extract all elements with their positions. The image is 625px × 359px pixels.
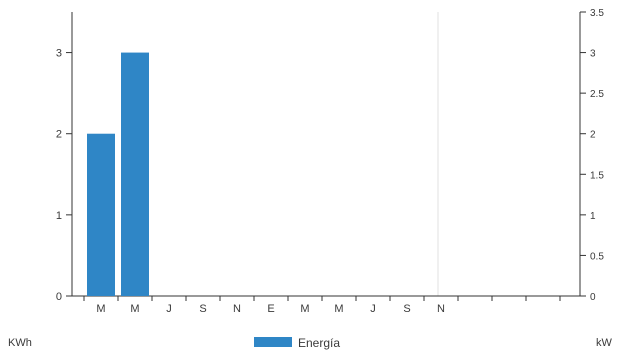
bars-layer <box>87 52 149 297</box>
x-tick-label: S <box>199 303 206 315</box>
legend-swatch <box>254 337 292 347</box>
right-axis-label: kW <box>596 337 613 349</box>
right-tick-label: 3.5 <box>590 8 604 19</box>
right-tick-label: 1.5 <box>590 170 604 181</box>
bar <box>87 133 115 296</box>
left-tick-label: 1 <box>56 210 62 222</box>
x-tick-label: E <box>267 303 274 315</box>
x-tick-label: M <box>300 303 309 315</box>
right-tick-label: 3 <box>590 49 596 60</box>
x-tick-label: J <box>166 303 172 315</box>
left-axis-label: KWh <box>8 337 32 349</box>
x-tick-label: M <box>130 303 139 315</box>
right-tick-label: 2 <box>590 130 596 141</box>
right-tick-label: 0 <box>590 292 596 303</box>
x-tick-label: S <box>403 303 410 315</box>
right-tick-label: 2.5 <box>590 89 604 100</box>
left-tick-label: 0 <box>56 291 62 303</box>
left-ticks-layer: 0 1 2 3 <box>56 48 72 303</box>
x-tick-label: N <box>437 303 445 315</box>
x-tick-label: N <box>233 303 241 315</box>
x-tick-label: M <box>334 303 343 315</box>
right-tick-label: 1 <box>590 211 596 222</box>
right-ticks-layer: 0 0.5 1 1.5 2 2.5 3 3.5 <box>580 8 604 303</box>
bar <box>121 52 149 297</box>
x-tick-label: J <box>370 303 376 315</box>
left-tick-label: 3 <box>56 48 62 60</box>
right-tick-label: 0.5 <box>590 251 604 262</box>
left-tick-label: 2 <box>56 129 62 141</box>
legend-label: Energía <box>298 336 340 350</box>
x-tick-label: M <box>96 303 105 315</box>
legend: Energía <box>254 336 340 350</box>
